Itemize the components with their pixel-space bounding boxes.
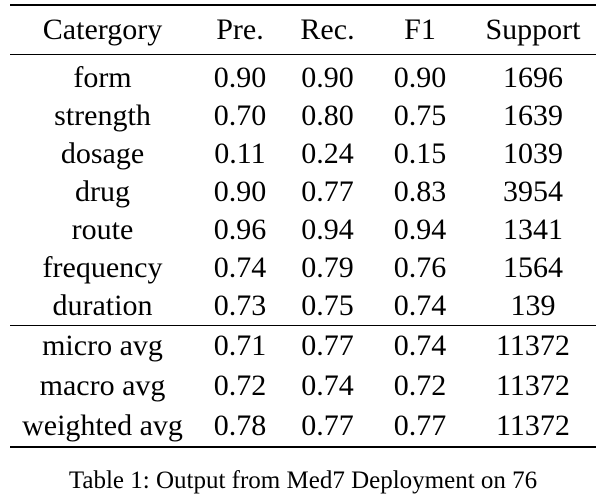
cell-pre: 0.70 xyxy=(213,99,267,132)
cell-category: drug xyxy=(75,175,130,208)
cell-rec: 0.79 xyxy=(301,251,354,284)
table-row: dosage 0.11 0.24 0.15 1039 xyxy=(10,135,596,173)
average-rows: micro avg 0.71 0.77 0.74 11372 macro avg 0.72 0… xyxy=(10,325,596,448)
cell-category: weighted avg xyxy=(22,409,183,442)
table-row: macro avg 0.72 0.74 0.72 11372 xyxy=(10,366,596,406)
cell-rec: 0.90 xyxy=(301,61,354,94)
cell-f1: 0.76 xyxy=(393,251,447,284)
cell-category: dosage xyxy=(60,137,145,170)
cell-support: 139 xyxy=(510,289,556,322)
results-table: Catergory Pre. Rec. F1 Support form 0.90 0… xyxy=(10,4,596,448)
table-row: weighted avg 0.78 0.77 0.77 11372 xyxy=(10,406,596,447)
cell-f1: 0.74 xyxy=(393,289,447,322)
cell-category: form xyxy=(73,61,132,94)
cell-pre: 0.78 xyxy=(213,409,267,442)
cell-f1: 0.77 xyxy=(393,409,447,442)
cell-pre: 0.71 xyxy=(213,329,267,362)
table-row: strength 0.70 0.80 0.75 1639 xyxy=(10,97,596,135)
col-header-support: Support xyxy=(485,13,581,46)
cell-f1: 0.74 xyxy=(393,329,447,362)
cell-pre: 0.90 xyxy=(213,61,267,94)
cell-rec: 0.24 xyxy=(301,137,354,170)
cell-support: 1341 xyxy=(503,213,563,246)
table-caption: Table 1: Output from Med7 Deployment on … xyxy=(68,467,538,494)
cell-category: micro avg xyxy=(42,329,163,362)
table-header: Catergory Pre. Rec. F1 Support xyxy=(10,5,596,55)
cell-rec: 0.77 xyxy=(301,329,354,362)
paper-page: Catergory Pre. Rec. F1 Support form 0.90 0… xyxy=(10,0,596,496)
table-row: drug 0.90 0.77 0.83 3954 xyxy=(10,173,596,211)
cell-support: 11372 xyxy=(496,369,570,402)
cell-rec: 0.80 xyxy=(301,99,354,132)
cell-support: 11372 xyxy=(496,409,570,442)
col-header-category: Catergory xyxy=(42,13,163,46)
cell-category: route xyxy=(71,213,134,246)
cell-f1: 0.94 xyxy=(393,213,447,246)
cell-support: 1564 xyxy=(503,251,563,284)
col-header-f1: F1 xyxy=(404,13,436,46)
cell-rec: 0.77 xyxy=(301,409,354,442)
table-row: form 0.90 0.90 0.90 1696 xyxy=(10,55,596,98)
cell-f1: 0.75 xyxy=(393,99,447,132)
cell-f1: 0.15 xyxy=(393,137,447,170)
cell-rec: 0.74 xyxy=(301,369,354,402)
cell-pre: 0.11 xyxy=(214,137,266,170)
cell-pre: 0.90 xyxy=(213,175,267,208)
cell-pre: 0.74 xyxy=(213,251,267,284)
table-row: frequency 0.74 0.79 0.76 1564 xyxy=(10,249,596,287)
table-row: micro avg 0.71 0.77 0.74 11372 xyxy=(10,326,596,367)
table-row: duration 0.73 0.75 0.74 139 xyxy=(10,287,596,326)
cell-rec: 0.75 xyxy=(301,289,354,322)
cell-category: macro avg xyxy=(39,369,166,402)
cell-support: 3954 xyxy=(503,175,563,208)
cell-support: 1639 xyxy=(503,99,563,132)
cell-f1: 0.83 xyxy=(393,175,447,208)
cell-support: 1039 xyxy=(503,137,563,170)
cell-pre: 0.73 xyxy=(213,289,267,322)
header-row: Catergory Pre. Rec. F1 Support xyxy=(10,5,596,55)
category-rows: form 0.90 0.90 0.90 1696 strength 0.70 0.80 0.75… xyxy=(10,55,596,326)
col-header-precision: Pre. xyxy=(216,13,264,46)
cell-rec: 0.94 xyxy=(301,213,354,246)
cell-category: strength xyxy=(54,99,151,132)
table-row: route 0.96 0.94 0.94 1341 xyxy=(10,211,596,249)
cell-support: 1696 xyxy=(503,61,563,94)
cell-category: frequency xyxy=(42,251,163,284)
cell-f1: 0.72 xyxy=(393,369,447,402)
cell-category: duration xyxy=(52,289,153,322)
cell-pre: 0.96 xyxy=(213,213,267,246)
cell-rec: 0.77 xyxy=(301,175,354,208)
cell-f1: 0.90 xyxy=(393,61,447,94)
cell-pre: 0.72 xyxy=(213,369,267,402)
cell-support: 11372 xyxy=(496,329,570,362)
col-header-recall: Rec. xyxy=(300,13,355,46)
